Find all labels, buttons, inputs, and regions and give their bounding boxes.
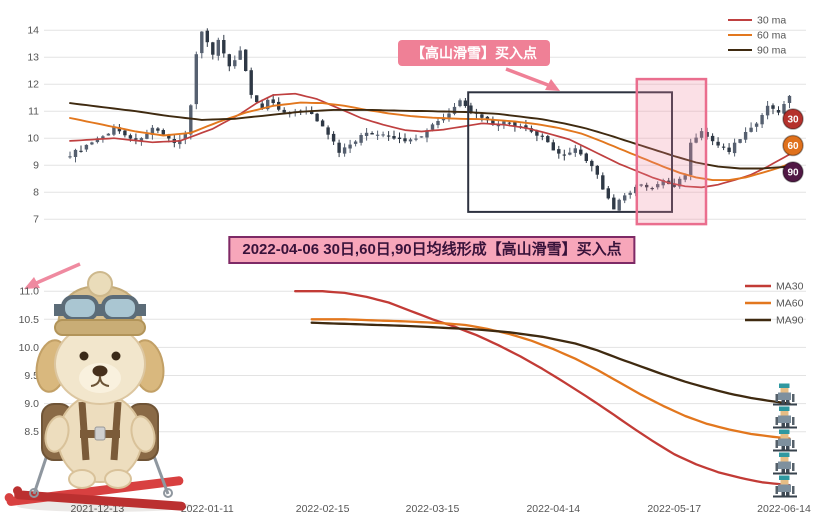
svg-text:14: 14: [27, 25, 39, 37]
bottom-ma-line-3: [310, 321, 791, 405]
dog-eye: [111, 351, 121, 361]
pixel-skier-sprite: [773, 383, 797, 406]
svg-text:10.0: 10.0: [19, 342, 40, 354]
svg-text:11: 11: [28, 106, 39, 118]
svg-text:2022-04-14: 2022-04-14: [526, 503, 580, 515]
svg-text:11.0: 11.0: [19, 286, 39, 298]
svg-text:9.0: 9.0: [24, 398, 39, 410]
svg-text:2022-03-15: 2022-03-15: [406, 503, 460, 515]
ma-badges: 30 60 90: [782, 108, 804, 183]
svg-text:MA30: MA30: [776, 281, 804, 293]
skis: [4, 476, 186, 511]
svg-text:9: 9: [33, 160, 39, 172]
svg-text:2021-12-13: 2021-12-13: [71, 503, 125, 515]
dog-eye: [79, 351, 89, 361]
svg-text:2022-02-15: 2022-02-15: [296, 503, 350, 515]
top-ma-line-1: [69, 92, 791, 189]
dog-skier-illustration: [4, 271, 193, 512]
x-axis-date-labels: 2021-12-13 2022-01-11 2022-02-15 2022-03-15…: [71, 503, 811, 515]
top-ma-line-3: [69, 102, 791, 170]
pixel-skier-sprite: [773, 475, 797, 498]
svg-text:7: 7: [33, 214, 39, 226]
bottom-ma-line-2: [310, 318, 791, 440]
pattern-banner-text: 2022-04-06 30日,60日,90日均线形成【高山滑雪】买入点: [242, 241, 622, 258]
pattern-banner: 2022-04-06 30日,60日,90日均线形成【高山滑雪】买入点: [228, 236, 636, 264]
backpack-straps: [78, 401, 122, 461]
candlestick-chart: 7 8 9 10 11 12 13 14 30 ma 60 ma 90 ma 30 60 90 【高山滑雪】…: [27, 15, 806, 226]
svg-text:60: 60: [787, 141, 799, 152]
buy-point-annotation: 【高山滑雪】买入点: [398, 40, 560, 91]
top-legend: 30 ma 60 ma 90 ma: [728, 15, 786, 57]
svg-text:8: 8: [33, 187, 39, 199]
dog-paw: [68, 469, 96, 489]
svg-text:30: 30: [787, 115, 799, 126]
svg-text:8.5: 8.5: [24, 426, 39, 438]
ski-goggles: [54, 295, 146, 321]
svg-text:90: 90: [787, 168, 799, 179]
pixel-skier-column: [772, 383, 802, 498]
buy-zone-pink-box: [635, 77, 708, 226]
bottom-y-grid: 8.5 9.0 9.5 10.0 10.5 11.0: [19, 286, 806, 438]
svg-text:2022-06-14: 2022-06-14: [757, 503, 811, 515]
dog-muzzle: [79, 363, 121, 393]
svg-text:MA90: MA90: [776, 315, 804, 327]
hat-brim: [54, 319, 146, 336]
svg-text:12: 12: [27, 79, 39, 91]
ma-line-chart: 8.5 9.0 9.5 10.0 10.5 11.0 2021-12-13 2022-01-1…: [19, 281, 811, 516]
svg-text:90 ma: 90 ma: [757, 45, 786, 57]
svg-text:9.5: 9.5: [24, 370, 39, 382]
pixel-skier-sprite: [773, 452, 797, 475]
svg-text:10: 10: [27, 133, 39, 145]
svg-text:30 ma: 30 ma: [757, 15, 786, 27]
dog-arm: [130, 415, 156, 453]
svg-text:2022-05-17: 2022-05-17: [647, 503, 701, 515]
svg-text:2022-01-11: 2022-01-11: [181, 503, 234, 515]
pixel-skier-sprite: [773, 429, 797, 452]
svg-text:13: 13: [27, 52, 39, 64]
dog-arm: [44, 415, 70, 453]
bottom-legend: MA30 MA60 MA90: [745, 281, 804, 327]
pixel-skier-sprite: [773, 406, 797, 429]
banner-arrow-icon: [24, 262, 81, 289]
svg-text:【高山滑雪】买入点: 【高山滑雪】买入点: [411, 45, 537, 61]
svg-text:60 ma: 60 ma: [757, 30, 786, 42]
svg-text:MA60: MA60: [776, 298, 804, 310]
top-ma-line-2: [69, 101, 791, 182]
svg-text:10.5: 10.5: [19, 314, 40, 326]
bottom-ma-line-1: [294, 290, 791, 487]
dog-paw: [104, 469, 132, 489]
pattern-black-box: [467, 91, 674, 213]
